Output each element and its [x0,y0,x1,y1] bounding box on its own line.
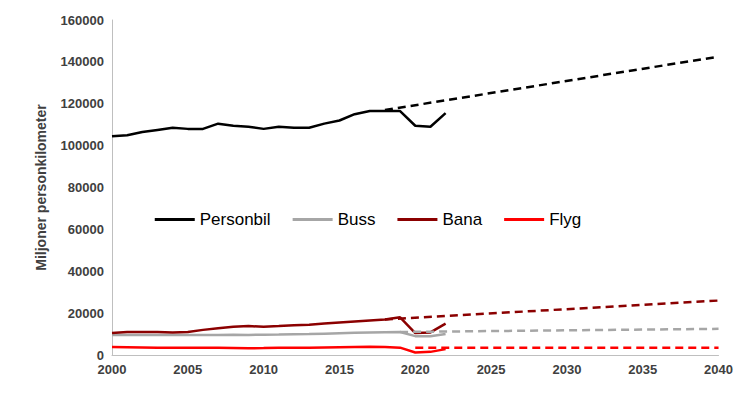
svg-text:2000: 2000 [98,362,127,377]
svg-text:Buss: Buss [338,210,376,229]
svg-text:2030: 2030 [552,362,581,377]
svg-text:2035: 2035 [628,362,657,377]
svg-text:0: 0 [97,348,104,363]
svg-text:2040: 2040 [704,362,733,377]
svg-text:2010: 2010 [249,362,278,377]
svg-text:140000: 140000 [61,54,104,69]
svg-text:2025: 2025 [477,362,506,377]
svg-text:2020: 2020 [401,362,430,377]
svg-text:2015: 2015 [325,362,354,377]
svg-text:80000: 80000 [68,180,104,195]
svg-text:Personbil: Personbil [200,210,271,229]
svg-text:40000: 40000 [68,264,104,279]
svg-text:120000: 120000 [61,96,104,111]
svg-text:Bana: Bana [442,210,482,229]
svg-text:160000: 160000 [61,13,104,28]
svg-text:60000: 60000 [68,222,104,237]
svg-text:2005: 2005 [173,362,202,377]
svg-text:Flyg: Flyg [549,210,581,229]
svg-text:Miljoner personkilometer: Miljoner personkilometer [33,104,49,271]
svg-text:100000: 100000 [61,138,104,153]
svg-text:20000: 20000 [68,306,104,321]
